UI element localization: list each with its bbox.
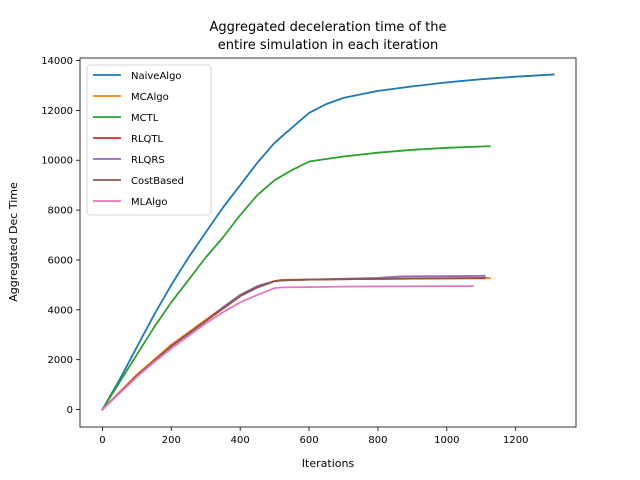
x-tick-label: 400: [231, 435, 250, 446]
legend-label: MCAlgo: [131, 92, 169, 103]
y-tick-label: 0: [67, 405, 73, 416]
y-tick-label: 10000: [41, 156, 73, 167]
legend: NaiveAlgo MCAlgo MCTL RLQTL RLQRS CostBased ML…: [86, 64, 212, 216]
y-tick-label: 2000: [48, 355, 73, 366]
legend-label: MCTL: [131, 113, 159, 124]
series-line-mlalgo: [101, 285, 474, 411]
series-line-costbased: [101, 277, 486, 411]
series-group: [101, 73, 555, 411]
plot-frame: [79, 57, 577, 428]
x-tick-label: 600: [300, 435, 319, 446]
y-tick-label: 8000: [48, 206, 73, 217]
legend-label: RLQRS: [131, 155, 165, 166]
legend-label: RLQTL: [131, 134, 163, 145]
y-tick-label: 6000: [48, 255, 73, 266]
x-tick-label: 0: [99, 435, 105, 446]
legend-box: [86, 64, 212, 216]
x-tick-label: 1000: [434, 435, 459, 446]
chart-title-line2: entire simulation in each iteration: [218, 38, 438, 53]
y-axis-label: Aggregated Dec Time: [7, 182, 20, 302]
chart-title-line1: Aggregated deceleration time of the: [209, 20, 446, 35]
series-line-rlqrs: [101, 274, 486, 411]
legend-items: NaiveAlgo MCAlgo MCTL RLQTL RLQRS CostBased ML…: [93, 71, 184, 208]
series-line-mcalgo: [101, 276, 491, 411]
y-tick-label: 12000: [41, 106, 73, 117]
series-line-naivealgo: [101, 73, 555, 411]
plot-area: [79, 57, 577, 428]
series-line-rlqtl: [101, 277, 486, 411]
x-tick-label: 200: [162, 435, 181, 446]
x-axis-label: Iterations: [302, 457, 355, 470]
x-axis-ticks: 0 200 400 600 800 1000 1200: [99, 427, 528, 446]
y-tick-label: 14000: [41, 56, 73, 67]
x-tick-label: 1200: [503, 435, 528, 446]
x-tick-label: 800: [368, 435, 387, 446]
legend-label: MLAlgo: [131, 197, 168, 208]
series-line-mctl: [101, 145, 491, 411]
y-tick-label: 4000: [48, 305, 73, 316]
legend-label: NaiveAlgo: [131, 71, 182, 82]
y-axis-ticks: 0 2000 4000 6000 8000 10000 12000 14000: [41, 56, 80, 416]
legend-label: CostBased: [131, 176, 184, 187]
